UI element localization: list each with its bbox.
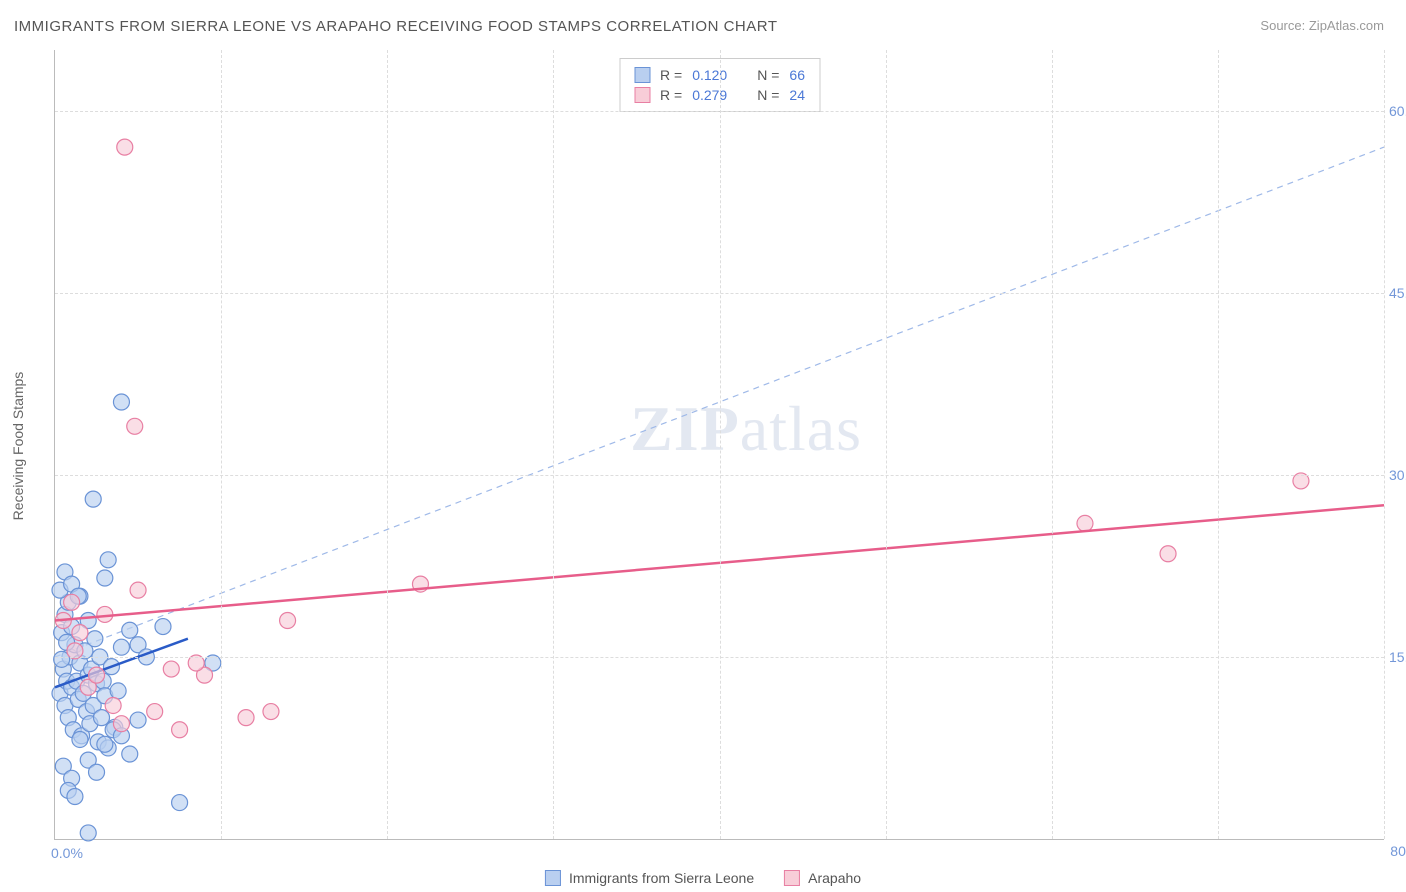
n-label: N = [757,67,779,83]
legend-label-sierra-leone: Immigrants from Sierra Leone [569,870,754,886]
r-label: R = [660,87,682,103]
swatch-arapaho [784,870,800,886]
x-axis-max-label: 80.0% [1390,843,1406,859]
source-attribution: Source: ZipAtlas.com [1260,18,1384,33]
legend-item-sierra-leone: Immigrants from Sierra Leone [545,870,754,886]
n-value-arapaho: 24 [789,87,805,103]
legend-label-arapaho: Arapaho [808,870,861,886]
n-value-sierra-leone: 66 [789,67,805,83]
gridline-v [1218,50,1219,839]
y-tick-label: 60.0% [1389,103,1406,119]
legend-item-arapaho: Arapaho [784,870,861,886]
x-axis-min-label: 0.0% [51,845,83,861]
chart-title: IMMIGRANTS FROM SIERRA LEONE VS ARAPAHO … [14,18,778,35]
y-tick-label: 45.0% [1389,285,1406,301]
n-label: N = [757,87,779,103]
chart-container: IMMIGRANTS FROM SIERRA LEONE VS ARAPAHO … [0,0,1406,892]
r-value-sierra-leone: 0.120 [692,67,727,83]
swatch-sierra-leone [634,67,650,83]
source-name: ZipAtlas.com [1309,18,1384,33]
r-value-arapaho: 0.279 [692,87,727,103]
y-tick-label: 15.0% [1389,649,1406,665]
plot-area: ZIPatlas R = 0.120 N = 66 R = 0.279 N = … [54,50,1384,840]
swatch-sierra-leone [545,870,561,886]
gridline-v [886,50,887,839]
r-label: R = [660,67,682,83]
y-axis-label: Receiving Food Stamps [10,372,26,521]
y-tick-label: 30.0% [1389,467,1406,483]
source-label: Source: [1260,18,1305,33]
swatch-arapaho [634,87,650,103]
gridline-v [221,50,222,839]
gridline-v [553,50,554,839]
gridline-v [720,50,721,839]
gridline-v [1052,50,1053,839]
bottom-legend: Immigrants from Sierra Leone Arapaho [545,870,861,886]
gridline-v [387,50,388,839]
gridline-v [1384,50,1385,839]
